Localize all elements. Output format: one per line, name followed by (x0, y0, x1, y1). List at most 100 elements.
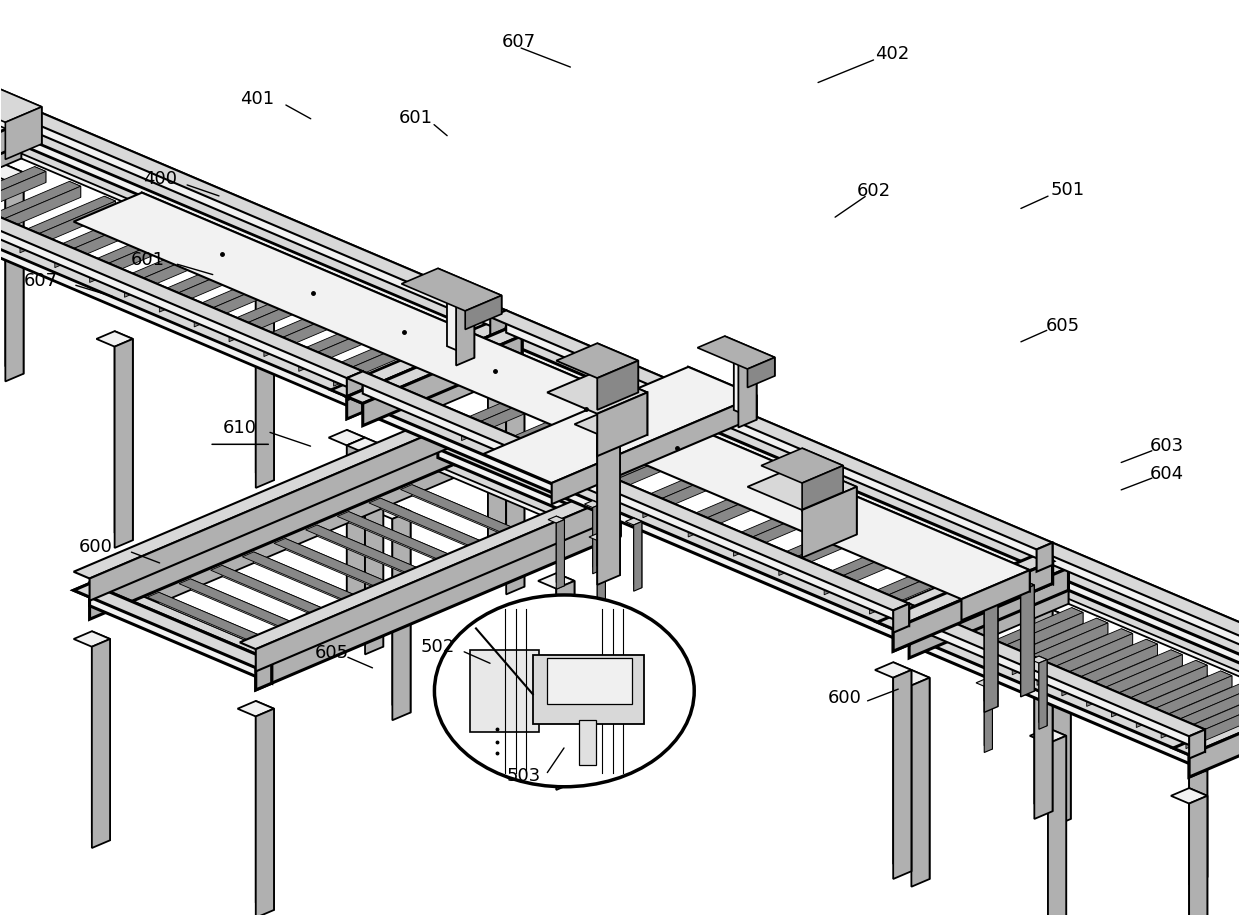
Polygon shape (893, 604, 909, 633)
Polygon shape (1016, 602, 1053, 617)
Polygon shape (557, 581, 574, 790)
Polygon shape (1021, 579, 1034, 691)
Polygon shape (976, 680, 992, 686)
Polygon shape (941, 626, 1205, 757)
Polygon shape (113, 241, 221, 286)
Polygon shape (1021, 585, 1034, 697)
Polygon shape (254, 552, 372, 614)
Polygon shape (5, 133, 475, 351)
Polygon shape (422, 453, 588, 523)
Polygon shape (1004, 565, 1021, 590)
Polygon shape (773, 480, 784, 496)
Polygon shape (211, 565, 341, 620)
Polygon shape (348, 511, 467, 573)
Polygon shape (114, 339, 133, 548)
Polygon shape (446, 283, 475, 358)
Polygon shape (1037, 562, 1240, 693)
Polygon shape (1075, 649, 1182, 695)
Polygon shape (1034, 602, 1053, 812)
Polygon shape (547, 371, 647, 414)
Polygon shape (489, 370, 506, 579)
Polygon shape (598, 415, 620, 575)
Polygon shape (858, 558, 965, 603)
Polygon shape (222, 565, 341, 627)
Polygon shape (0, 180, 363, 398)
Polygon shape (92, 639, 110, 848)
Polygon shape (347, 371, 909, 610)
Polygon shape (518, 535, 531, 551)
Polygon shape (89, 231, 185, 282)
Polygon shape (985, 594, 998, 706)
Polygon shape (470, 370, 506, 386)
Polygon shape (484, 367, 756, 483)
Polygon shape (402, 268, 502, 311)
Polygon shape (1053, 562, 1240, 709)
Polygon shape (598, 392, 647, 456)
Polygon shape (0, 116, 506, 335)
Polygon shape (1121, 628, 1132, 645)
Polygon shape (0, 167, 46, 213)
Polygon shape (208, 241, 221, 256)
Polygon shape (1185, 697, 1240, 748)
Polygon shape (507, 409, 603, 460)
Polygon shape (285, 539, 404, 600)
Polygon shape (863, 518, 874, 535)
Text: 605: 605 (1045, 317, 1080, 334)
Polygon shape (69, 181, 81, 197)
Polygon shape (574, 415, 620, 434)
Polygon shape (802, 448, 843, 492)
Polygon shape (5, 133, 21, 158)
Polygon shape (179, 579, 309, 634)
Polygon shape (631, 461, 739, 507)
Text: 601: 601 (399, 109, 433, 127)
Polygon shape (392, 589, 404, 605)
Polygon shape (0, 181, 81, 227)
Polygon shape (1053, 542, 1240, 691)
Polygon shape (401, 485, 531, 540)
Polygon shape (572, 517, 588, 542)
Polygon shape (97, 332, 133, 346)
Polygon shape (1048, 728, 1066, 916)
Polygon shape (893, 670, 930, 685)
Polygon shape (253, 300, 360, 345)
Polygon shape (1173, 681, 1240, 755)
Polygon shape (465, 296, 502, 330)
Polygon shape (1053, 579, 1069, 604)
Polygon shape (1030, 656, 1047, 663)
Polygon shape (0, 123, 21, 213)
Polygon shape (1189, 691, 1240, 764)
Polygon shape (727, 461, 739, 477)
Polygon shape (378, 394, 909, 619)
Polygon shape (802, 465, 843, 509)
Polygon shape (909, 568, 1069, 658)
Polygon shape (73, 631, 110, 647)
Polygon shape (642, 466, 739, 518)
Polygon shape (242, 552, 372, 607)
Polygon shape (1061, 644, 1157, 696)
Polygon shape (490, 346, 1021, 572)
Polygon shape (591, 403, 603, 420)
Polygon shape (779, 524, 874, 575)
Polygon shape (722, 499, 830, 545)
Polygon shape (1029, 728, 1066, 744)
Polygon shape (634, 518, 642, 588)
Polygon shape (1039, 656, 1047, 725)
Polygon shape (877, 554, 1053, 629)
Polygon shape (255, 271, 274, 480)
Polygon shape (1007, 579, 1034, 591)
Polygon shape (1034, 610, 1053, 819)
Polygon shape (370, 498, 498, 553)
Polygon shape (438, 417, 454, 446)
Polygon shape (971, 594, 998, 606)
Polygon shape (677, 480, 784, 526)
Polygon shape (438, 435, 454, 464)
Polygon shape (322, 330, 429, 375)
Polygon shape (869, 562, 965, 614)
Polygon shape (557, 519, 564, 589)
Text: 603: 603 (1149, 437, 1184, 455)
Polygon shape (298, 629, 309, 645)
Polygon shape (587, 442, 693, 487)
Polygon shape (598, 533, 605, 604)
Polygon shape (1004, 558, 1021, 583)
Polygon shape (365, 438, 383, 647)
